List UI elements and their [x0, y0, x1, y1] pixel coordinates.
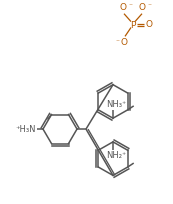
Text: ⁻: ⁻: [128, 2, 132, 11]
Text: O: O: [139, 3, 145, 12]
Text: ⁺H₃N: ⁺H₃N: [16, 125, 36, 134]
Text: P: P: [130, 21, 136, 30]
Text: ⁻: ⁻: [147, 2, 151, 11]
Text: ⁺: ⁺: [121, 100, 125, 109]
Text: O: O: [121, 38, 128, 47]
Text: ⁻: ⁻: [115, 37, 119, 46]
Text: O: O: [145, 20, 152, 29]
Text: NH₃: NH₃: [106, 100, 122, 109]
Text: ⁺: ⁺: [121, 151, 125, 160]
Text: NH₂: NH₂: [106, 151, 122, 160]
Text: O: O: [120, 3, 126, 12]
